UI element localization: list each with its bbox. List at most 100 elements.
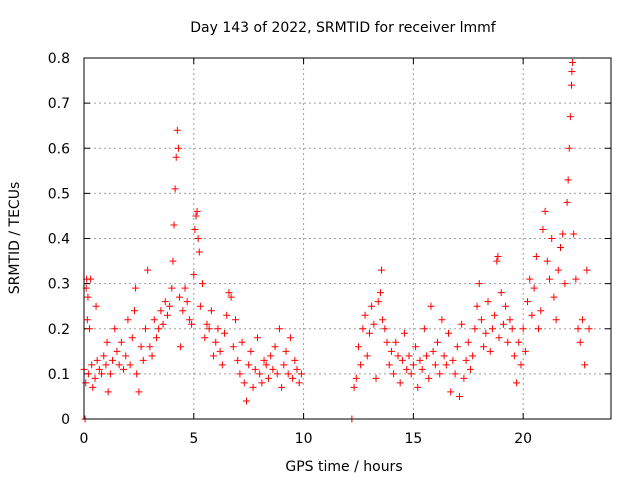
data-point (133, 370, 141, 378)
data-point (561, 280, 569, 288)
data-point (429, 347, 437, 355)
data-point (120, 365, 128, 373)
data-point (84, 293, 92, 301)
data-point (98, 370, 106, 378)
data-point (124, 316, 132, 324)
data-point (83, 316, 91, 324)
x-tick-label: 15 (404, 431, 422, 447)
data-point (225, 289, 233, 297)
data-point (480, 343, 488, 351)
data-point (212, 338, 220, 346)
data-point (196, 302, 204, 310)
data-point (273, 370, 281, 378)
data-point (284, 370, 292, 378)
data-point (539, 225, 547, 233)
data-point (174, 144, 182, 152)
y-tick-label: 0.1 (48, 367, 70, 383)
data-point (139, 356, 147, 364)
data-point (383, 338, 391, 346)
data-point (574, 325, 582, 333)
data-point (569, 59, 577, 67)
data-point (100, 352, 108, 360)
data-point (144, 266, 152, 274)
data-point (169, 257, 177, 265)
data-point (106, 370, 114, 378)
data-point (570, 230, 578, 238)
data-point (499, 320, 507, 328)
data-point (128, 334, 136, 342)
data-point (425, 374, 433, 382)
data-point (414, 383, 422, 391)
data-point (218, 361, 226, 369)
data-point (275, 325, 283, 333)
data-point (451, 370, 459, 378)
data-point (398, 356, 406, 364)
data-point (115, 361, 123, 369)
data-point (146, 343, 154, 351)
data-point (117, 338, 125, 346)
data-point (585, 325, 593, 333)
data-point (576, 338, 584, 346)
data-point (361, 311, 369, 319)
y-tick-label: 0.2 (48, 322, 70, 338)
data-point (89, 383, 97, 391)
data-point (159, 320, 167, 328)
data-point (550, 293, 558, 301)
data-point (508, 325, 516, 333)
data-point (293, 365, 301, 373)
data-point (365, 329, 373, 337)
y-tick-label: 0.3 (48, 277, 70, 293)
data-point (352, 374, 360, 382)
data-point (85, 325, 93, 333)
data-point (122, 352, 130, 360)
data-point (91, 374, 99, 382)
data-point (403, 365, 411, 373)
chart-title: Day 143 of 2022, SRMTID for receiver lmm… (190, 20, 497, 36)
data-point (92, 302, 100, 310)
y-tick-label: 0.7 (48, 96, 70, 112)
data-point (521, 347, 529, 355)
data-point (171, 185, 179, 193)
data-point (442, 361, 450, 369)
data-point (578, 316, 586, 324)
grid-layer (84, 58, 611, 419)
data-point (155, 325, 163, 333)
data-point (486, 347, 494, 355)
data-point (84, 370, 92, 378)
data-point (368, 302, 376, 310)
data-point (354, 343, 362, 351)
y-tick-label: 0 (61, 412, 70, 428)
data-point (194, 235, 202, 242)
data-point (418, 365, 426, 373)
data-point (431, 361, 439, 369)
data-point (370, 320, 378, 328)
data-point (286, 334, 294, 342)
data-point (510, 352, 518, 360)
data-point (191, 225, 199, 233)
data-point (93, 356, 101, 364)
data-point (109, 356, 117, 364)
data-point (401, 329, 409, 337)
data-point (513, 379, 521, 387)
data-point (552, 316, 560, 324)
data-point (526, 275, 534, 283)
data-point (205, 325, 213, 333)
data-point (245, 361, 253, 369)
data-point (440, 352, 448, 360)
data-point (409, 361, 417, 369)
data-point (528, 311, 536, 319)
data-point (477, 316, 485, 324)
data-point (564, 176, 572, 184)
data-point (192, 212, 200, 220)
data-point (190, 271, 198, 279)
data-point (297, 370, 305, 378)
data-point (251, 365, 259, 373)
data-point (176, 293, 184, 301)
x-axis-label: GPS time / hours (285, 459, 402, 475)
data-point (583, 266, 591, 274)
data-point (234, 356, 242, 364)
data-point (374, 298, 382, 306)
data-point (376, 289, 384, 297)
x-tick-label: 10 (295, 431, 313, 447)
data-point (177, 343, 185, 351)
